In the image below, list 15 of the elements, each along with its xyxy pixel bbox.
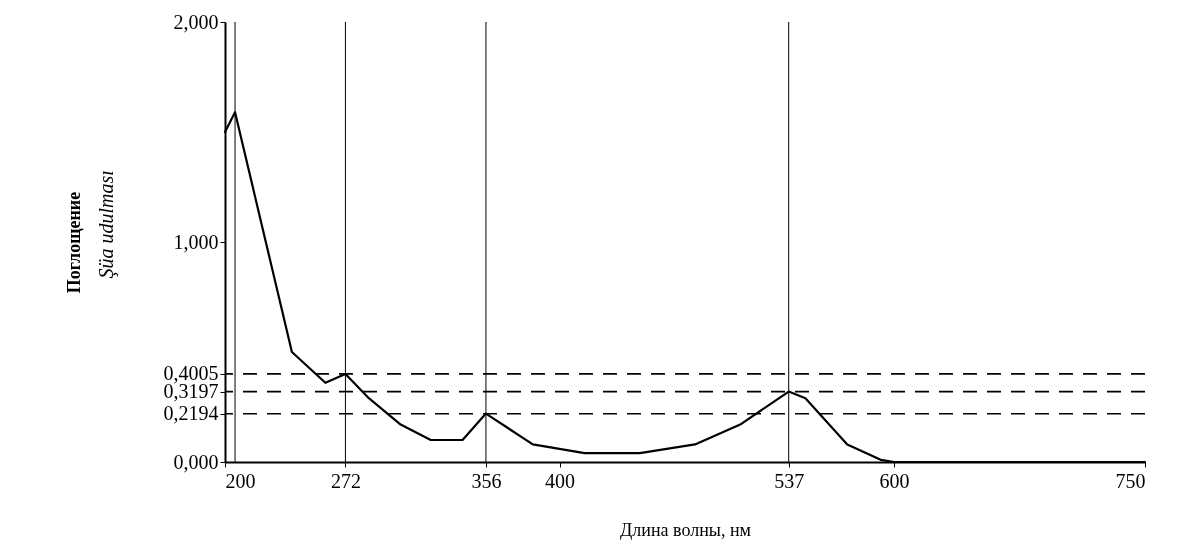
- x-tick-label: 600: [879, 469, 910, 492]
- x-tick-label: 750: [1115, 469, 1146, 492]
- x-tick-label: 400: [545, 469, 576, 492]
- y-axis-title: Поглощение: [63, 191, 84, 294]
- y-tick-label: 1,000: [173, 230, 219, 253]
- x-axis-title: Длина волны, нм: [620, 519, 751, 540]
- x-tick-label: 272: [330, 469, 361, 492]
- x-tick-label: 200: [225, 469, 256, 492]
- y-tick-label: 0,2194: [163, 402, 219, 425]
- y-tick-label: 0,4005: [163, 362, 219, 385]
- y-tick-label: 2,000: [173, 10, 219, 33]
- y-tick-label: 0,000: [173, 450, 219, 473]
- x-tick-label: 356: [471, 469, 502, 492]
- text: Şüa udulması: [95, 170, 118, 279]
- x-tick-label: 537: [774, 469, 805, 492]
